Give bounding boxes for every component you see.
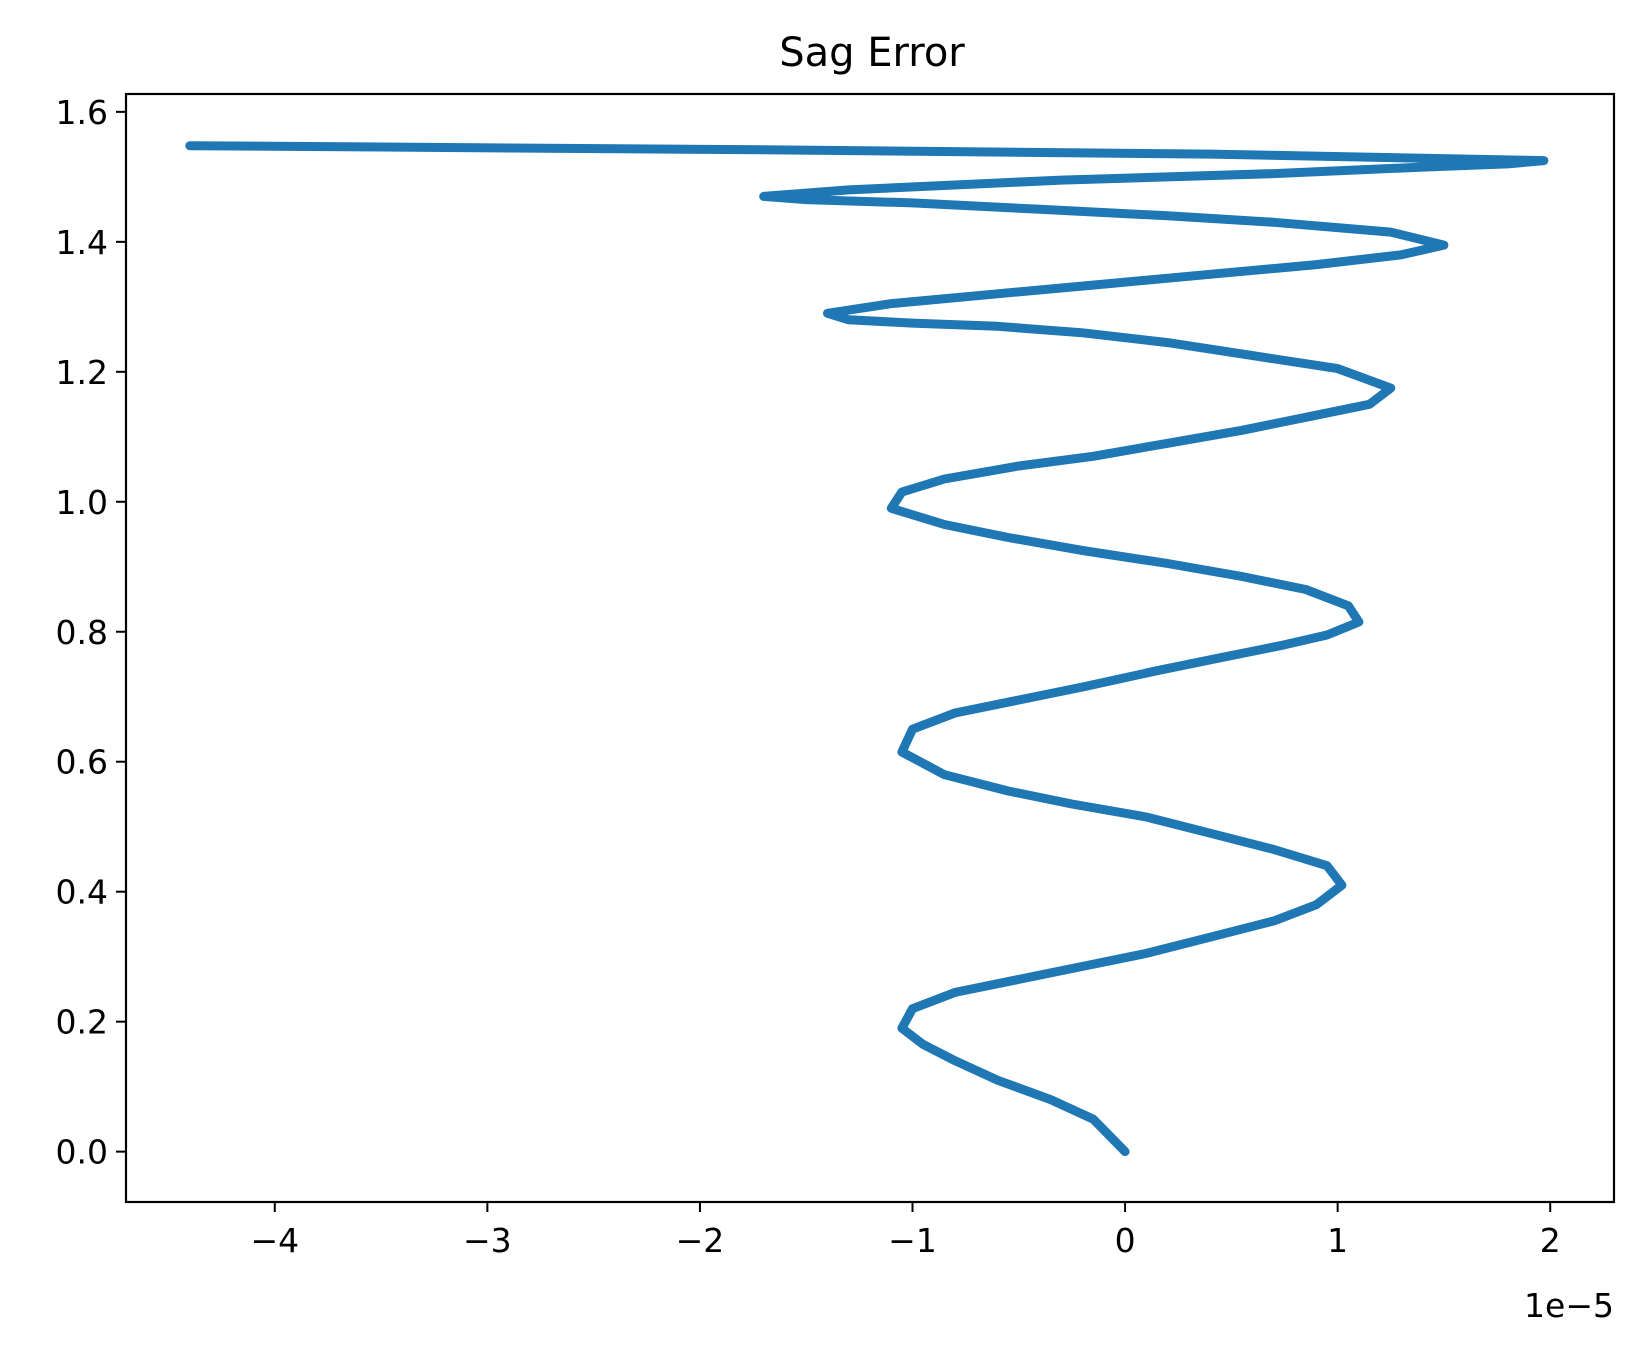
x-tick-label: −3 bbox=[463, 1221, 512, 1260]
x-tick-label: 2 bbox=[1540, 1221, 1561, 1260]
chart-title: Sag Error bbox=[779, 30, 965, 76]
x-tick-label: 0 bbox=[1115, 1221, 1136, 1260]
y-tick-label: 0.8 bbox=[56, 613, 108, 652]
x-axis: −4 −3 −2 −1 0 1 2 bbox=[250, 1202, 1561, 1260]
y-tick-label: 0.2 bbox=[56, 1003, 108, 1042]
plot-frame bbox=[124, 92, 1616, 1204]
x-offset-label: 1e−5 bbox=[1524, 1286, 1614, 1325]
plot-area bbox=[124, 92, 1616, 1204]
series-layer bbox=[185, 141, 1549, 1157]
series-line-0 bbox=[185, 141, 1549, 1157]
y-tick-label: 0.4 bbox=[56, 873, 108, 912]
y-tick-label: 0.6 bbox=[56, 743, 108, 782]
y-tick-label: 1.0 bbox=[56, 483, 108, 522]
x-tick-label: −4 bbox=[250, 1221, 299, 1260]
x-tick-label: 1 bbox=[1327, 1221, 1348, 1260]
y-tick-label: 1.6 bbox=[56, 93, 108, 132]
y-tick-label: 1.2 bbox=[56, 353, 108, 392]
x-tick-label: −2 bbox=[676, 1221, 725, 1260]
y-tick-label: 1.4 bbox=[56, 223, 108, 262]
x-tick-label: −1 bbox=[888, 1221, 937, 1260]
y-axis: 0.0 0.2 0.4 0.6 0.8 1.0 1.2 1.4 1.6 bbox=[56, 93, 126, 1172]
y-tick-label: 0.0 bbox=[56, 1133, 108, 1172]
